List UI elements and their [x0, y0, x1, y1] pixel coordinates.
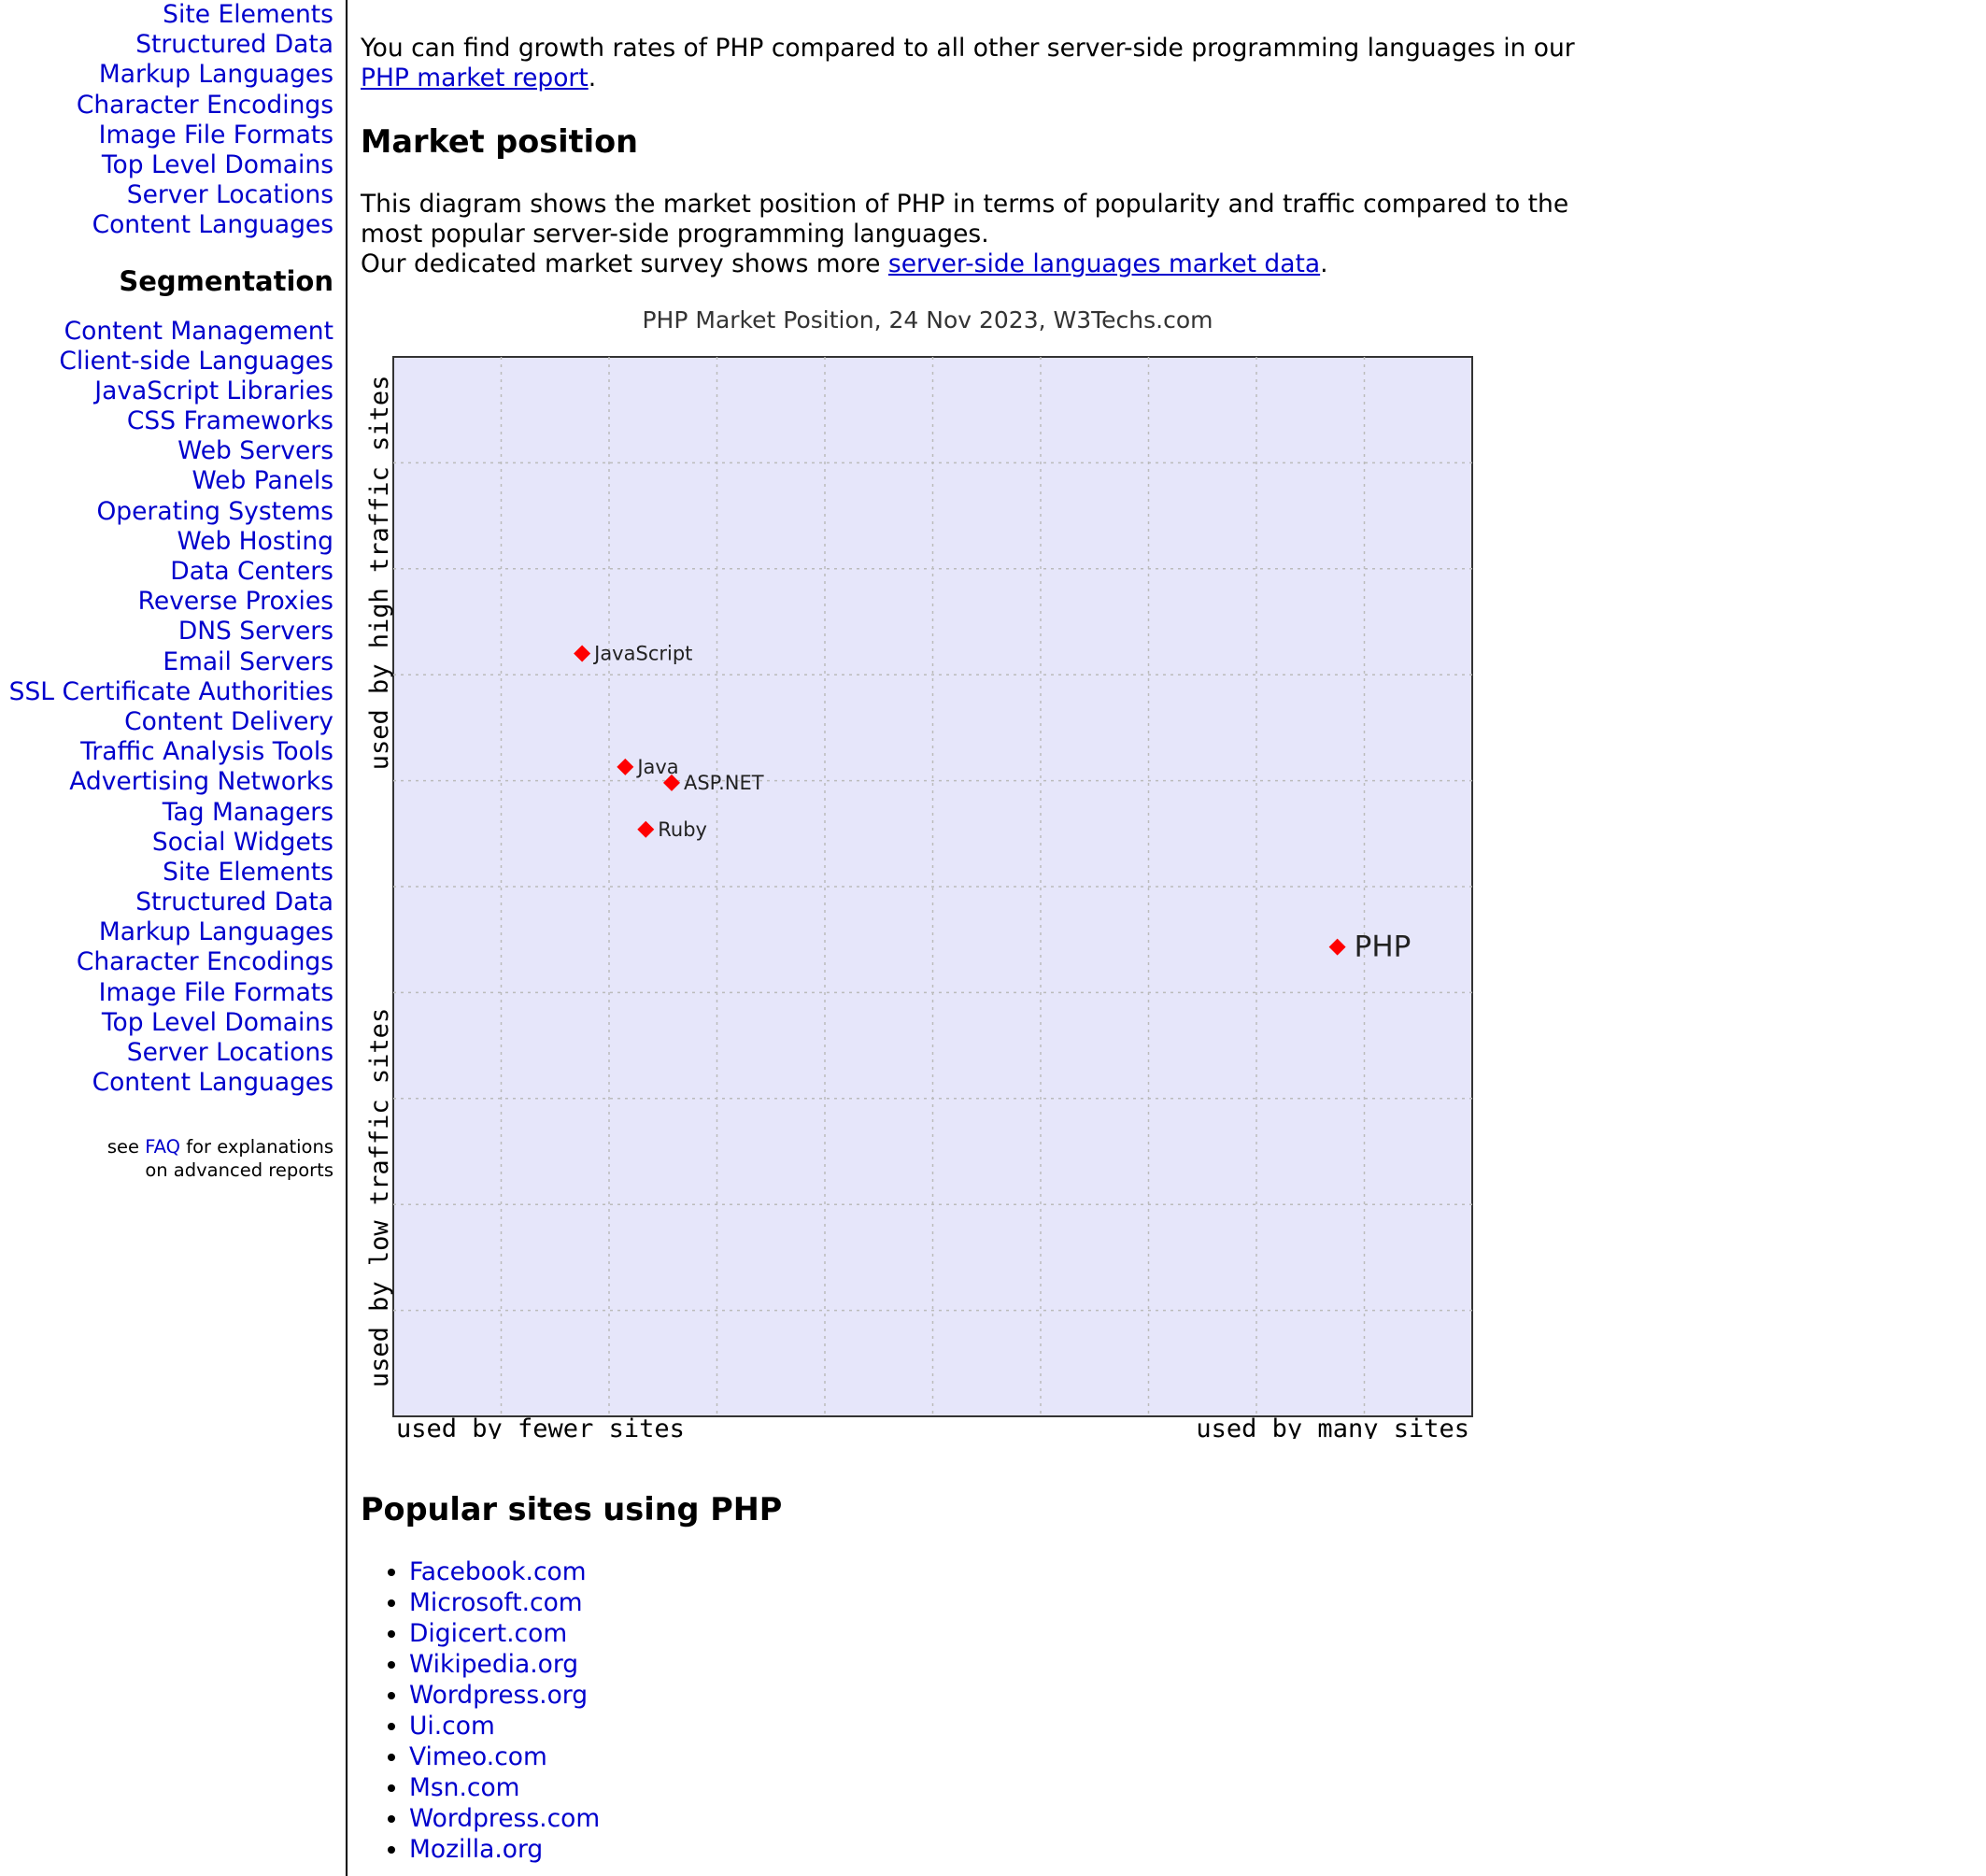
site-link-wordpress-org[interactable]: Wordpress.org — [409, 1681, 589, 1710]
market-position-chart-svg: PHP Market Position, 24 Nov 2023, W3Tech… — [365, 306, 1473, 1439]
popular-sites-list: Facebook.com Microsoft.com Digicert.com … — [361, 1556, 600, 1865]
site-link-wordpress-com[interactable]: Wordpress.com — [409, 1804, 601, 1833]
sidebar-link-web-panels[interactable]: Web Panels — [192, 466, 334, 496]
sidebar-link-social-widgets[interactable]: Social Widgets — [151, 827, 333, 857]
intro-paragraph: You can find growth rates of PHP compare… — [361, 34, 1575, 93]
site-link-mozilla[interactable]: Mozilla.org — [409, 1835, 544, 1864]
sidebar-link-data-centers[interactable]: Data Centers — [170, 557, 333, 586]
data-point-marker — [574, 645, 591, 662]
sidebar-top-links: Site Elements Structured Data Markup Lan… — [0, 0, 333, 241]
site-list-item: Digicert.com — [409, 1618, 600, 1649]
sidebar-link-operating-systems[interactable]: Operating Systems — [96, 496, 333, 526]
sidebar-link-traffic-analysis-tools[interactable]: Traffic Analysis Tools — [80, 737, 333, 767]
data-point-label: ASP.NET — [684, 772, 764, 794]
faq-link[interactable]: FAQ — [145, 1136, 181, 1158]
site-link-msn[interactable]: Msn.com — [409, 1773, 520, 1802]
chart-title: PHP Market Position, 24 Nov 2023, W3Tech… — [642, 306, 1213, 334]
market-position-chart: PHP Market Position, 24 Nov 2023, W3Tech… — [361, 299, 1482, 1439]
sidebar-nav: Site Elements Structured Data Markup Lan… — [0, 0, 333, 1182]
popular-sites-heading: Popular sites using PHP — [361, 1491, 783, 1528]
data-point-marker — [617, 758, 634, 775]
sidebar-segmentation-links: Content Management Client-side Languages… — [0, 317, 333, 1099]
intro-text: You can find growth rates of PHP compare… — [361, 34, 1575, 63]
server-side-languages-market-data-link[interactable]: server-side languages market data — [887, 249, 1321, 279]
sidebar-link-markup-languages[interactable]: Markup Languages — [98, 60, 333, 90]
market-survey-text: Our dedicated market survey shows more — [361, 249, 881, 279]
sidebar-link-ssl-certificate-authorities[interactable]: SSL Certificate Authorities — [8, 676, 333, 706]
intro-period: . — [588, 64, 597, 93]
sidebar-link-client-side-languages[interactable]: Client-side Languages — [59, 346, 333, 376]
faq-note-suffix: for explanations — [186, 1136, 333, 1158]
sidebar-link-web-servers[interactable]: Web Servers — [177, 436, 333, 466]
data-point-marker — [637, 820, 655, 838]
x-axis-label-right: used by many sites — [1196, 1414, 1469, 1439]
sidebar-link-structured-data-2[interactable]: Structured Data — [135, 888, 333, 917]
grid-lines — [393, 357, 1472, 1416]
sidebar-link-web-hosting[interactable]: Web Hosting — [177, 526, 333, 556]
data-point-marker — [662, 774, 680, 791]
data-point-label: PHP — [1355, 931, 1411, 964]
data-point-label: JavaScript — [592, 643, 692, 665]
sidebar-link-structured-data[interactable]: Structured Data — [135, 30, 333, 60]
site-list-item: Wordpress.com — [409, 1803, 600, 1834]
sidebar-link-reverse-proxies[interactable]: Reverse Proxies — [137, 587, 333, 617]
sidebar-link-content-delivery[interactable]: Content Delivery — [124, 706, 333, 736]
sidebar-link-css-frameworks[interactable]: CSS Frameworks — [126, 406, 333, 436]
sidebar-link-content-languages[interactable]: Content Languages — [92, 210, 333, 240]
segmentation-heading: Segmentation — [119, 264, 333, 297]
sidebar-divider — [346, 0, 348, 1876]
site-link-ui[interactable]: Ui.com — [409, 1712, 495, 1741]
sidebar-link-dns-servers[interactable]: DNS Servers — [177, 617, 333, 647]
sidebar-link-image-file-formats[interactable]: Image File Formats — [98, 120, 333, 149]
site-link-wikipedia[interactable]: Wikipedia.org — [409, 1650, 579, 1679]
site-list-item: Wikipedia.org — [409, 1649, 600, 1680]
faq-note: see FAQ for explanations on advanced rep… — [0, 1136, 333, 1182]
site-link-vimeo[interactable]: Vimeo.com — [409, 1742, 547, 1771]
sidebar-link-markup-languages-2[interactable]: Markup Languages — [98, 917, 333, 947]
site-list-item: Msn.com — [409, 1772, 600, 1803]
data-point-label: Ruby — [658, 818, 707, 841]
faq-note-line2: on advanced reports — [145, 1158, 333, 1181]
y-axis-label-top: used by high traffic sites — [365, 376, 394, 771]
sidebar-link-content-languages-2[interactable]: Content Languages — [92, 1068, 333, 1098]
site-list-item: Microsoft.com — [409, 1587, 600, 1618]
site-link-microsoft[interactable]: Microsoft.com — [409, 1588, 583, 1617]
sidebar-link-site-elements[interactable]: Site Elements — [163, 0, 333, 29]
site-list-item: Vimeo.com — [409, 1741, 600, 1772]
sidebar-link-top-level-domains-2[interactable]: Top Level Domains — [101, 1007, 333, 1037]
market-position-heading: Market position — [361, 123, 639, 160]
site-list-item: Mozilla.org — [409, 1834, 600, 1865]
data-point-marker — [1328, 938, 1346, 956]
data-point-label: Java — [635, 756, 678, 778]
y-axis-label-bottom: used by low traffic sites — [365, 1008, 394, 1387]
php-market-report-link[interactable]: PHP market report — [361, 64, 589, 93]
sidebar-link-character-encodings[interactable]: Character Encodings — [76, 90, 333, 120]
market-description: This diagram shows the market position o… — [361, 190, 1569, 249]
market-paragraph: This diagram shows the market position o… — [361, 190, 1575, 280]
data-points: JavaScript Java ASP.NET Ruby PHP — [574, 643, 1411, 964]
sidebar-link-server-locations[interactable]: Server Locations — [126, 180, 333, 210]
faq-note-prefix: see — [106, 1136, 140, 1158]
site-list-item: Ui.com — [409, 1711, 600, 1741]
sidebar-link-email-servers[interactable]: Email Servers — [163, 647, 333, 676]
site-list-item: Wordpress.org — [409, 1680, 600, 1711]
x-axis-label-left: used by fewer sites — [396, 1414, 685, 1439]
sidebar-link-server-locations-2[interactable]: Server Locations — [126, 1038, 333, 1067]
sidebar-link-javascript-libraries[interactable]: JavaScript Libraries — [94, 376, 333, 405]
sidebar-link-image-file-formats-2[interactable]: Image File Formats — [98, 977, 333, 1007]
site-link-facebook[interactable]: Facebook.com — [409, 1557, 587, 1586]
sidebar-link-site-elements-2[interactable]: Site Elements — [163, 857, 333, 887]
site-link-digicert[interactable]: Digicert.com — [409, 1619, 568, 1648]
market-survey-period: . — [1320, 249, 1328, 279]
sidebar-link-advertising-networks[interactable]: Advertising Networks — [69, 767, 333, 797]
sidebar-link-top-level-domains[interactable]: Top Level Domains — [101, 149, 333, 179]
sidebar-link-tag-managers[interactable]: Tag Managers — [162, 797, 333, 827]
site-list-item: Facebook.com — [409, 1556, 600, 1587]
sidebar-link-content-management[interactable]: Content Management — [64, 316, 333, 346]
sidebar-link-character-encodings-2[interactable]: Character Encodings — [76, 947, 333, 977]
